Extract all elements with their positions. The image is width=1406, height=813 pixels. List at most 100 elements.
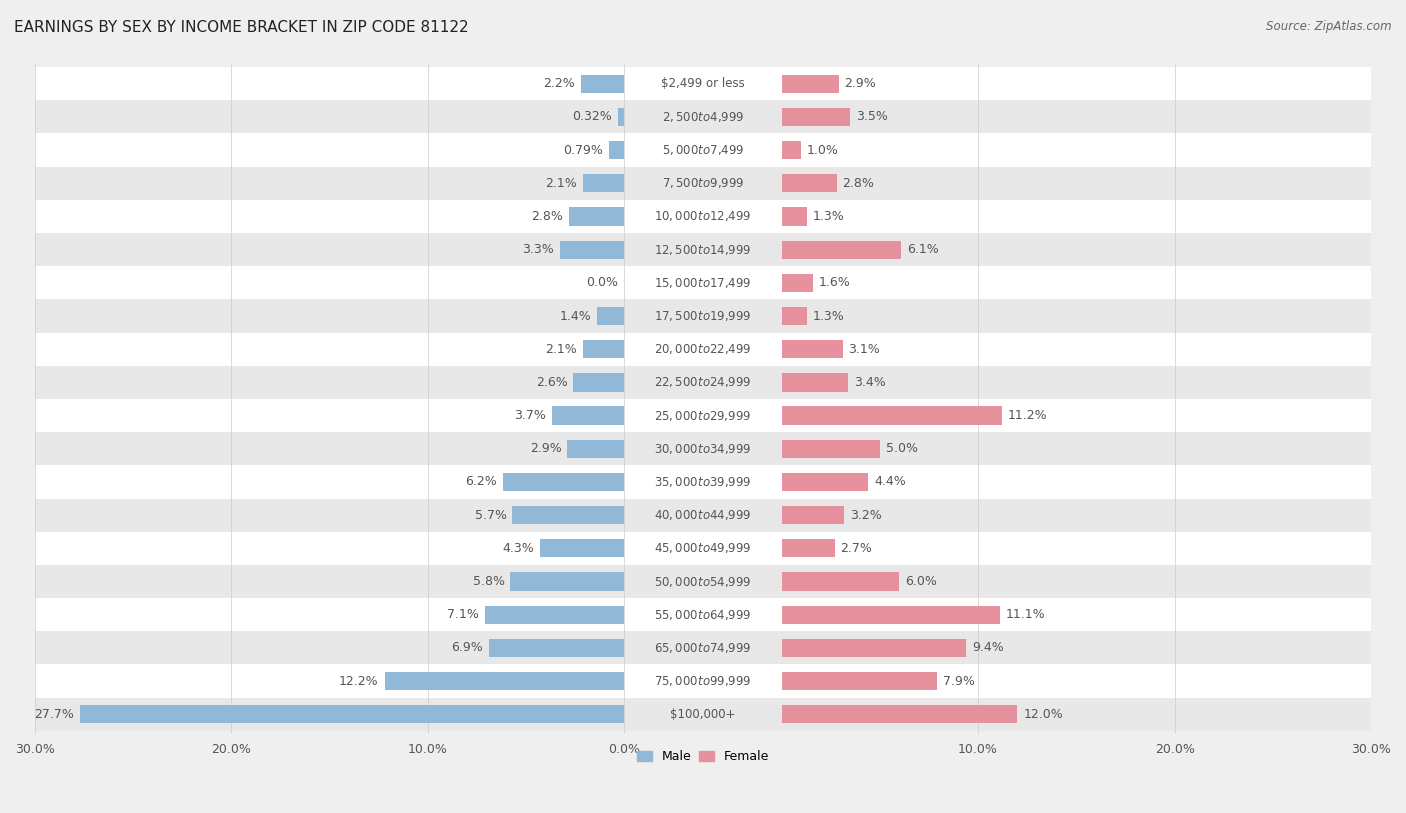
Text: $15,000 to $17,499: $15,000 to $17,499 bbox=[654, 276, 752, 289]
Text: $30,000 to $34,999: $30,000 to $34,999 bbox=[654, 441, 752, 456]
Bar bbox=[35, 631, 1371, 664]
Bar bbox=[782, 705, 1018, 724]
Text: 1.0%: 1.0% bbox=[807, 144, 839, 157]
Text: 2.1%: 2.1% bbox=[546, 176, 578, 189]
Text: 5.8%: 5.8% bbox=[472, 575, 505, 588]
Bar bbox=[502, 473, 624, 491]
Bar bbox=[489, 639, 624, 657]
Text: 3.5%: 3.5% bbox=[856, 111, 889, 124]
Text: Source: ZipAtlas.com: Source: ZipAtlas.com bbox=[1267, 20, 1392, 33]
Text: $40,000 to $44,999: $40,000 to $44,999 bbox=[654, 508, 752, 522]
Text: 6.2%: 6.2% bbox=[465, 476, 496, 489]
Text: 3.2%: 3.2% bbox=[851, 509, 882, 522]
Text: $45,000 to $49,999: $45,000 to $49,999 bbox=[654, 541, 752, 555]
Bar bbox=[551, 406, 624, 424]
Bar bbox=[569, 207, 624, 225]
Bar bbox=[35, 67, 1371, 100]
Text: $12,500 to $14,999: $12,500 to $14,999 bbox=[654, 242, 752, 257]
Text: $50,000 to $54,999: $50,000 to $54,999 bbox=[654, 575, 752, 589]
Text: $65,000 to $74,999: $65,000 to $74,999 bbox=[654, 641, 752, 655]
Bar bbox=[35, 133, 1371, 167]
Text: $2,500 to $4,999: $2,500 to $4,999 bbox=[662, 110, 744, 124]
Bar bbox=[35, 299, 1371, 333]
Text: $35,000 to $39,999: $35,000 to $39,999 bbox=[654, 475, 752, 489]
Bar bbox=[512, 506, 624, 524]
Text: 7.1%: 7.1% bbox=[447, 608, 479, 621]
Text: 5.7%: 5.7% bbox=[474, 509, 506, 522]
Bar bbox=[583, 174, 624, 193]
Bar bbox=[782, 539, 835, 558]
Text: 6.0%: 6.0% bbox=[905, 575, 938, 588]
Bar bbox=[782, 672, 936, 690]
Bar bbox=[782, 572, 900, 590]
Bar bbox=[385, 672, 624, 690]
Text: 0.0%: 0.0% bbox=[586, 276, 619, 289]
Bar bbox=[782, 108, 851, 126]
Text: 2.6%: 2.6% bbox=[536, 376, 568, 389]
Text: 9.4%: 9.4% bbox=[972, 641, 1004, 654]
Text: $20,000 to $22,499: $20,000 to $22,499 bbox=[654, 342, 752, 356]
Bar bbox=[782, 440, 880, 458]
Bar bbox=[782, 141, 801, 159]
Bar bbox=[35, 266, 1371, 299]
Bar bbox=[782, 340, 842, 359]
Text: 1.6%: 1.6% bbox=[818, 276, 851, 289]
Text: 3.4%: 3.4% bbox=[855, 376, 886, 389]
Bar bbox=[782, 473, 868, 491]
Text: 2.8%: 2.8% bbox=[531, 210, 564, 223]
Text: 4.4%: 4.4% bbox=[875, 476, 905, 489]
Bar bbox=[35, 598, 1371, 631]
Text: 2.8%: 2.8% bbox=[842, 176, 875, 189]
Bar bbox=[35, 498, 1371, 532]
Text: 1.3%: 1.3% bbox=[813, 310, 845, 323]
Text: 2.7%: 2.7% bbox=[841, 541, 872, 554]
Bar bbox=[35, 399, 1371, 433]
Text: $25,000 to $29,999: $25,000 to $29,999 bbox=[654, 409, 752, 423]
Bar bbox=[35, 565, 1371, 598]
Bar bbox=[782, 75, 838, 93]
Bar bbox=[782, 207, 807, 225]
Bar bbox=[782, 241, 901, 259]
Text: $5,000 to $7,499: $5,000 to $7,499 bbox=[662, 143, 744, 157]
Bar bbox=[782, 406, 1001, 424]
Bar bbox=[782, 307, 807, 325]
Text: $2,499 or less: $2,499 or less bbox=[661, 77, 745, 90]
Text: 2.9%: 2.9% bbox=[530, 442, 561, 455]
Bar bbox=[782, 639, 966, 657]
Bar bbox=[35, 200, 1371, 233]
Text: 2.2%: 2.2% bbox=[544, 77, 575, 90]
Bar bbox=[581, 75, 624, 93]
Legend: Male, Female: Male, Female bbox=[631, 746, 775, 768]
Bar bbox=[35, 433, 1371, 465]
Text: 27.7%: 27.7% bbox=[34, 708, 75, 721]
Text: 7.9%: 7.9% bbox=[942, 675, 974, 688]
Text: $7,500 to $9,999: $7,500 to $9,999 bbox=[662, 176, 744, 190]
Bar bbox=[568, 440, 624, 458]
Bar bbox=[782, 274, 813, 292]
Bar bbox=[619, 108, 624, 126]
Text: $10,000 to $12,499: $10,000 to $12,499 bbox=[654, 210, 752, 224]
Bar bbox=[80, 705, 624, 724]
Bar bbox=[560, 241, 624, 259]
Bar bbox=[35, 465, 1371, 498]
Text: 1.3%: 1.3% bbox=[813, 210, 845, 223]
Bar bbox=[35, 366, 1371, 399]
Bar bbox=[598, 307, 624, 325]
Text: $22,500 to $24,999: $22,500 to $24,999 bbox=[654, 376, 752, 389]
Text: 2.1%: 2.1% bbox=[546, 343, 578, 356]
Bar bbox=[35, 664, 1371, 698]
Text: 2.9%: 2.9% bbox=[845, 77, 876, 90]
Text: EARNINGS BY SEX BY INCOME BRACKET IN ZIP CODE 81122: EARNINGS BY SEX BY INCOME BRACKET IN ZIP… bbox=[14, 20, 468, 35]
Bar bbox=[35, 233, 1371, 266]
Text: 0.79%: 0.79% bbox=[564, 144, 603, 157]
Bar bbox=[574, 373, 624, 392]
Text: 5.0%: 5.0% bbox=[886, 442, 918, 455]
Text: $75,000 to $99,999: $75,000 to $99,999 bbox=[654, 674, 752, 688]
Text: 1.4%: 1.4% bbox=[560, 310, 591, 323]
Bar bbox=[782, 373, 848, 392]
Text: 12.2%: 12.2% bbox=[339, 675, 378, 688]
Text: $100,000+: $100,000+ bbox=[671, 708, 735, 721]
Text: 12.0%: 12.0% bbox=[1024, 708, 1063, 721]
Text: 3.3%: 3.3% bbox=[522, 243, 554, 256]
Bar bbox=[609, 141, 624, 159]
